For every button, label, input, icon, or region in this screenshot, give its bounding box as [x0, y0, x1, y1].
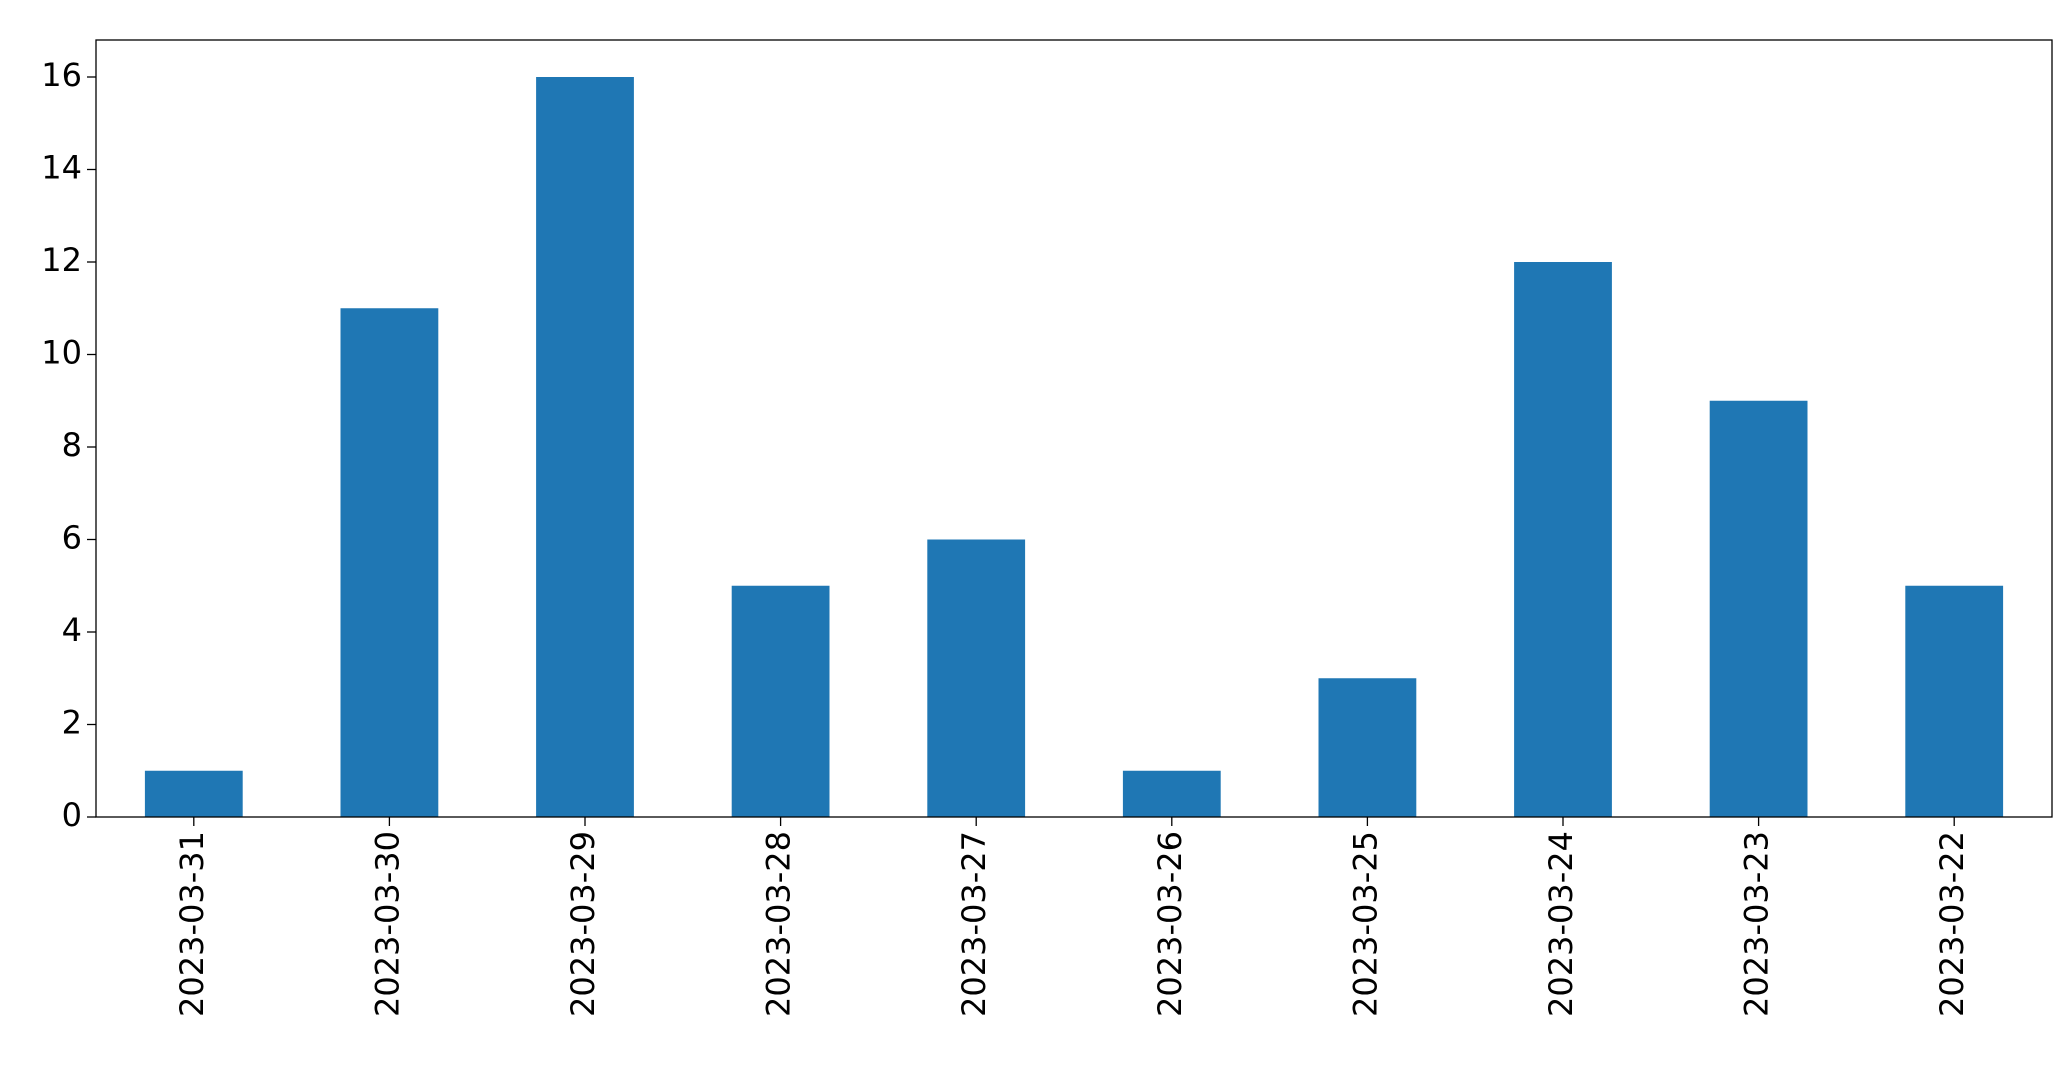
y-tick-label: 6: [62, 519, 82, 557]
x-tick-label: 2023-03-30: [368, 831, 406, 1017]
bar: [340, 308, 439, 817]
x-tick-label: 2023-03-27: [955, 831, 993, 1017]
y-tick-label: 0: [62, 796, 82, 834]
bar: [1122, 770, 1221, 817]
y-tick-label: 14: [41, 149, 82, 187]
y-tick-label: 12: [41, 241, 82, 279]
x-tick-label: 2023-03-31: [173, 831, 211, 1017]
x-tick-label: 2023-03-28: [760, 831, 798, 1017]
x-tick-label: 2023-03-29: [564, 831, 602, 1017]
x-tick-label: 2023-03-24: [1542, 831, 1580, 1017]
x-tick-label: 2023-03-22: [1933, 831, 1971, 1017]
bar: [1905, 585, 2004, 817]
bar: [927, 539, 1026, 817]
y-tick-label: 10: [41, 334, 82, 372]
bar: [1318, 678, 1417, 817]
y-tick-label: 8: [62, 426, 82, 464]
x-tick-label: 2023-03-23: [1738, 831, 1776, 1017]
x-tick-label: 2023-03-26: [1151, 831, 1189, 1017]
x-tick-label: 2023-03-25: [1346, 831, 1384, 1017]
bar: [536, 77, 634, 817]
bar: [731, 585, 830, 817]
bar: [1514, 262, 1612, 817]
bar: [144, 770, 243, 817]
y-tick-label: 2: [62, 704, 82, 742]
y-tick-label: 4: [62, 611, 82, 649]
y-tick-label: 16: [41, 56, 82, 94]
bar: [1709, 400, 1808, 817]
plot-frame: [95, 39, 2053, 818]
